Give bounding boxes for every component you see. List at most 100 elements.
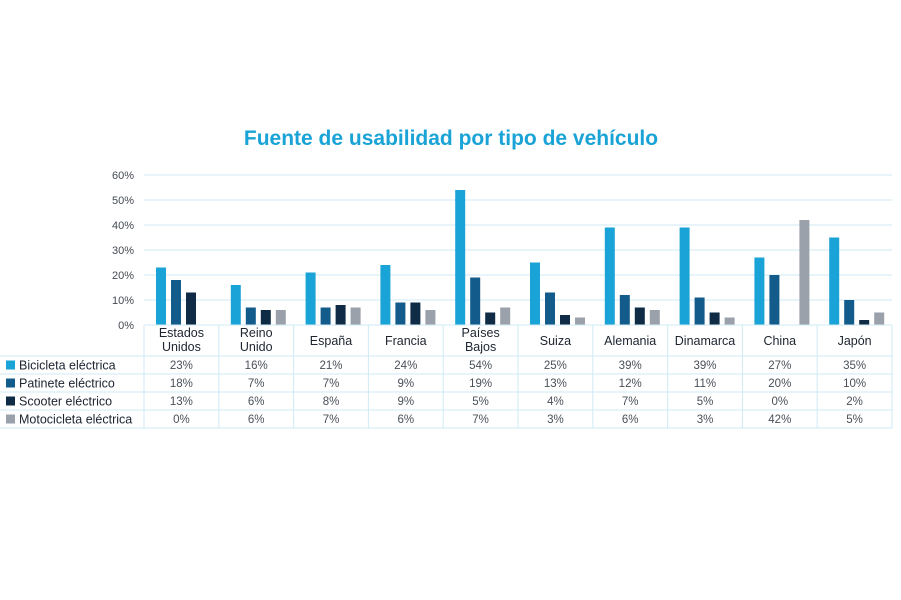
- x-category-label: Estados Unidos: [159, 326, 204, 354]
- bar: [545, 292, 555, 325]
- data-label: 42%: [768, 414, 791, 426]
- data-label: 0%: [173, 414, 190, 426]
- data-label: 10%: [843, 378, 866, 390]
- data-label: 5%: [697, 396, 714, 408]
- data-label: 24%: [394, 360, 417, 372]
- y-tick-label: 10%: [112, 295, 134, 307]
- legend-swatch: [6, 396, 15, 406]
- data-label: 2%: [846, 396, 863, 408]
- legend-label: Scooter eléctrico: [19, 395, 112, 409]
- bar: [455, 190, 466, 325]
- y-tick-label: 30%: [112, 245, 134, 257]
- bar: [395, 302, 406, 325]
- data-label: 12%: [619, 378, 642, 390]
- data-label: 3%: [697, 414, 714, 426]
- legend-label: Patinete eléctrico: [19, 377, 115, 391]
- data-label: 11%: [694, 378, 716, 390]
- data-label: 5%: [846, 414, 863, 426]
- bar: [859, 320, 870, 325]
- legend-swatch: [6, 378, 15, 388]
- bar: [530, 262, 540, 325]
- x-category-label: Países Bajos: [461, 326, 499, 354]
- data-label: 5%: [472, 396, 489, 408]
- x-category-label: Japón: [838, 334, 872, 348]
- data-label: 39%: [619, 360, 642, 372]
- legend-swatch: [6, 360, 15, 370]
- chart-title: Fuente de usabilidad por tipo de vehícul…: [244, 127, 658, 150]
- data-label: 6%: [622, 414, 639, 426]
- data-label: 7%: [323, 378, 340, 390]
- bar: [470, 277, 481, 325]
- data-label: 6%: [248, 414, 265, 426]
- data-label: 25%: [544, 360, 567, 372]
- x-category-label: China: [763, 334, 796, 348]
- bar: [320, 307, 331, 325]
- bar: [230, 285, 241, 325]
- bar: [634, 307, 645, 325]
- bar: [186, 292, 196, 325]
- bar: [560, 315, 570, 325]
- x-category-label: Dinamarca: [675, 334, 735, 348]
- data-label: 13%: [170, 396, 193, 408]
- x-category-label: Reino Unido: [240, 326, 273, 354]
- bar: [724, 317, 735, 325]
- bar: [799, 220, 810, 325]
- y-tick-label: 20%: [112, 270, 134, 282]
- data-label: 0%: [771, 396, 788, 408]
- bar: [380, 265, 391, 325]
- bar: [410, 302, 421, 325]
- data-label: 21%: [319, 360, 342, 372]
- data-label: 9%: [397, 396, 414, 408]
- x-category-label: Alemania: [604, 334, 656, 348]
- bar: [425, 310, 436, 325]
- bar: [500, 307, 511, 325]
- bar: [709, 312, 720, 325]
- bar: [679, 227, 690, 325]
- y-tick-label: 0%: [118, 320, 134, 332]
- bar: [844, 300, 855, 325]
- bar: [829, 237, 840, 325]
- x-category-label: Suiza: [540, 334, 571, 348]
- data-label: 20%: [768, 378, 791, 390]
- bar: [260, 310, 271, 325]
- data-label: 39%: [693, 360, 716, 372]
- bar: [754, 257, 765, 325]
- legend-label: Bicicleta eléctrica: [19, 359, 116, 373]
- bar: [335, 305, 346, 325]
- data-label: 3%: [547, 414, 564, 426]
- bar: [171, 280, 181, 325]
- data-label: 6%: [248, 396, 265, 408]
- bar: [156, 267, 166, 325]
- bar: [245, 307, 256, 325]
- data-label: 27%: [768, 360, 791, 372]
- data-label: 7%: [472, 414, 489, 426]
- data-label: 19%: [469, 378, 492, 390]
- data-label: 18%: [170, 378, 193, 390]
- bar: [619, 295, 630, 325]
- y-tick-label: 50%: [112, 195, 134, 207]
- bar: [874, 312, 885, 325]
- data-label: 4%: [547, 396, 564, 408]
- bar: [305, 272, 316, 325]
- y-tick-label: 40%: [112, 220, 134, 232]
- bar: [350, 307, 361, 325]
- data-label: 35%: [843, 360, 866, 372]
- data-label: 54%: [469, 360, 492, 372]
- bar: [694, 297, 705, 325]
- data-label: 8%: [323, 396, 340, 408]
- data-label: 6%: [397, 414, 414, 426]
- data-label: 7%: [622, 396, 639, 408]
- bar: [769, 275, 780, 325]
- data-label: 13%: [544, 378, 567, 390]
- legend-label: Motocicleta eléctrica: [19, 413, 132, 427]
- x-category-label: Francia: [385, 334, 427, 348]
- bar: [575, 317, 585, 325]
- y-tick-label: 60%: [112, 170, 134, 182]
- legend-swatch: [6, 414, 15, 424]
- data-label: 16%: [245, 360, 268, 372]
- data-label: 7%: [248, 378, 265, 390]
- bar: [604, 227, 615, 325]
- bar: [275, 310, 286, 325]
- bar: [649, 310, 660, 325]
